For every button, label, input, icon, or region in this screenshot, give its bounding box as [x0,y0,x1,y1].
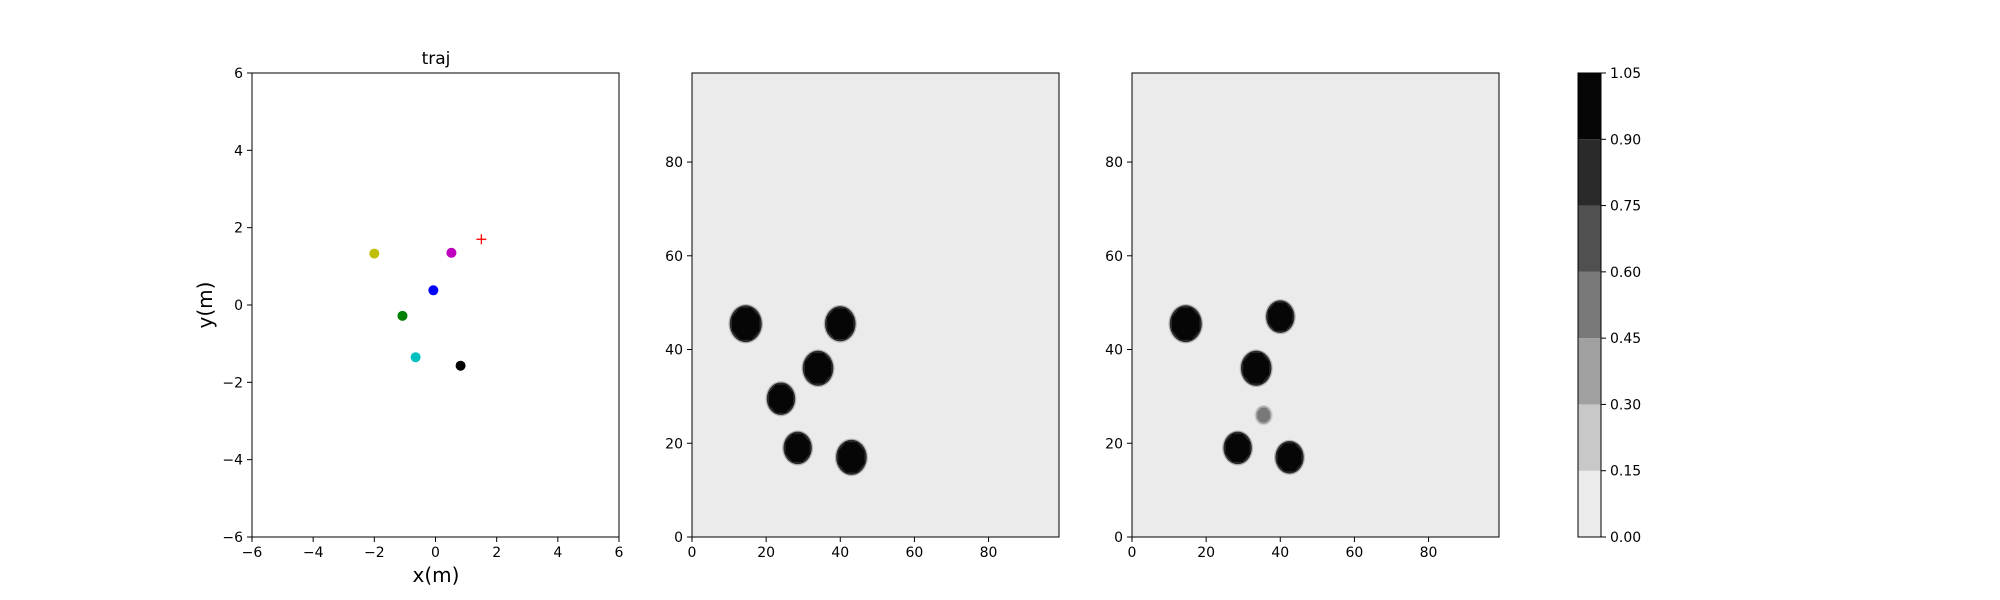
obstacle-blob [1239,349,1273,388]
goal-marker [476,234,487,245]
colorbar-band [1578,404,1601,471]
colorbar-frame [1577,72,1602,538]
obstacle-blob [1222,430,1254,466]
colorbar-tick-label: 0.45 [1610,331,1641,347]
scatter-point [455,360,466,371]
trajectory-plot: traj −6 −4 −2 0 2 4 6 −6 −4 −2 0 2 4 6 x(m) y(m) [193,49,624,587]
obstacle-blob [834,438,868,477]
obstacle-blob [1274,439,1306,475]
x-axis-label: x(m) [413,563,460,587]
colorbar-band [1578,73,1601,140]
colorbar-tick-label: 0.75 [1610,199,1641,215]
y-tick-label: 40 [665,343,683,359]
x-tick-label: 0 [431,545,440,561]
colorbar-band [1578,271,1601,339]
x-tick-label: 2 [492,545,501,561]
x-tick-label: −6 [242,545,263,561]
heatmap-image [1132,73,1499,537]
y-tick-label: 40 [1105,343,1123,359]
heatmap-image [692,73,1059,537]
scatter-points [369,234,487,371]
colorbar-bands [1578,73,1601,537]
y-tick-label: −6 [222,530,243,546]
colorbar-band [1578,205,1601,272]
x-tick-label: 0 [688,545,697,561]
y-ticks: −6 −4 −2 0 2 4 6 [222,66,252,546]
y-tick-label: 0 [1114,530,1123,546]
scatter-point [397,310,408,321]
colorbar-tick-label: 0.15 [1610,464,1641,480]
x-tick-label: 60 [906,545,924,561]
y-tick-label: 2 [234,221,243,237]
plot-title: traj [422,49,451,69]
scatter-point [428,285,439,296]
obstacle-blob [823,304,857,343]
x-tick-label: 80 [980,545,998,561]
y-tick-label: 0 [234,298,243,314]
plot-frame [691,72,1060,538]
y-ticks: 0 20 40 60 80 [665,155,692,546]
obstacle-blob [782,430,814,466]
heatmap-background [692,73,1059,537]
colorbar-tick-label: 0.90 [1610,132,1641,148]
y-tick-label: 6 [234,66,243,82]
y-tick-label: 0 [674,530,683,546]
heatmap-background [1132,73,1499,537]
x-tick-label: 20 [1197,545,1215,561]
y-tick-label: −2 [222,375,243,391]
heatmap-panel-1: 0 20 40 60 80 0 20 40 60 80 [665,72,1060,561]
x-ticks: −6 −4 −2 0 2 4 6 [242,537,624,561]
colorbar-tick-label: 0.30 [1610,397,1641,413]
obstacle-blob [801,349,835,388]
x-ticks: 0 20 40 60 80 [688,537,998,561]
scatter-point [369,248,380,259]
colorbar-tick-label: 0.60 [1610,265,1641,281]
x-tick-label: 80 [1420,545,1438,561]
y-ticks: 0 20 40 60 80 [1105,155,1132,546]
x-tick-label: 6 [615,545,624,561]
obstacle-blob [1254,404,1273,426]
y-tick-label: 60 [665,249,683,265]
obstacle-blob [765,381,797,417]
x-tick-label: 20 [757,545,775,561]
y-axis-label: y(m) [193,282,217,329]
colorbar-band [1578,338,1601,405]
colorbar: 0.00 0.15 0.30 0.45 0.60 0.75 0.90 1.05 [1577,66,1641,546]
x-tick-label: 40 [831,545,849,561]
heatmap-panel-2: 0 20 40 60 80 0 20 40 60 80 [1105,72,1500,561]
y-tick-label: 4 [234,143,243,159]
x-tick-label: −2 [364,545,385,561]
colorbar-band [1578,470,1601,537]
colorbar-ticks: 0.00 0.15 0.30 0.45 0.60 0.75 0.90 1.05 [1601,66,1641,546]
x-tick-label: 60 [1346,545,1364,561]
plot-frame [251,72,620,538]
x-tick-label: 40 [1271,545,1289,561]
y-tick-label: −4 [222,453,243,469]
y-tick-label: 20 [1105,436,1123,452]
obstacle-blob [728,303,764,344]
scatter-point [446,247,457,258]
x-tick-label: 4 [553,545,562,561]
x-tick-label: 0 [1128,545,1137,561]
x-ticks: 0 20 40 60 80 [1128,537,1438,561]
y-tick-label: 80 [1105,155,1123,171]
plot-frame [1131,72,1500,538]
scatter-point [410,352,421,363]
x-tick-label: −4 [303,545,324,561]
colorbar-tick-label: 1.05 [1610,66,1641,82]
colorbar-tick-label: 0.00 [1610,530,1641,546]
colorbar-band [1578,139,1601,206]
y-tick-label: 20 [665,436,683,452]
obstacle-blob [1264,299,1296,335]
y-tick-label: 60 [1105,249,1123,265]
obstacle-blob [1168,303,1204,344]
y-tick-label: 80 [665,155,683,171]
